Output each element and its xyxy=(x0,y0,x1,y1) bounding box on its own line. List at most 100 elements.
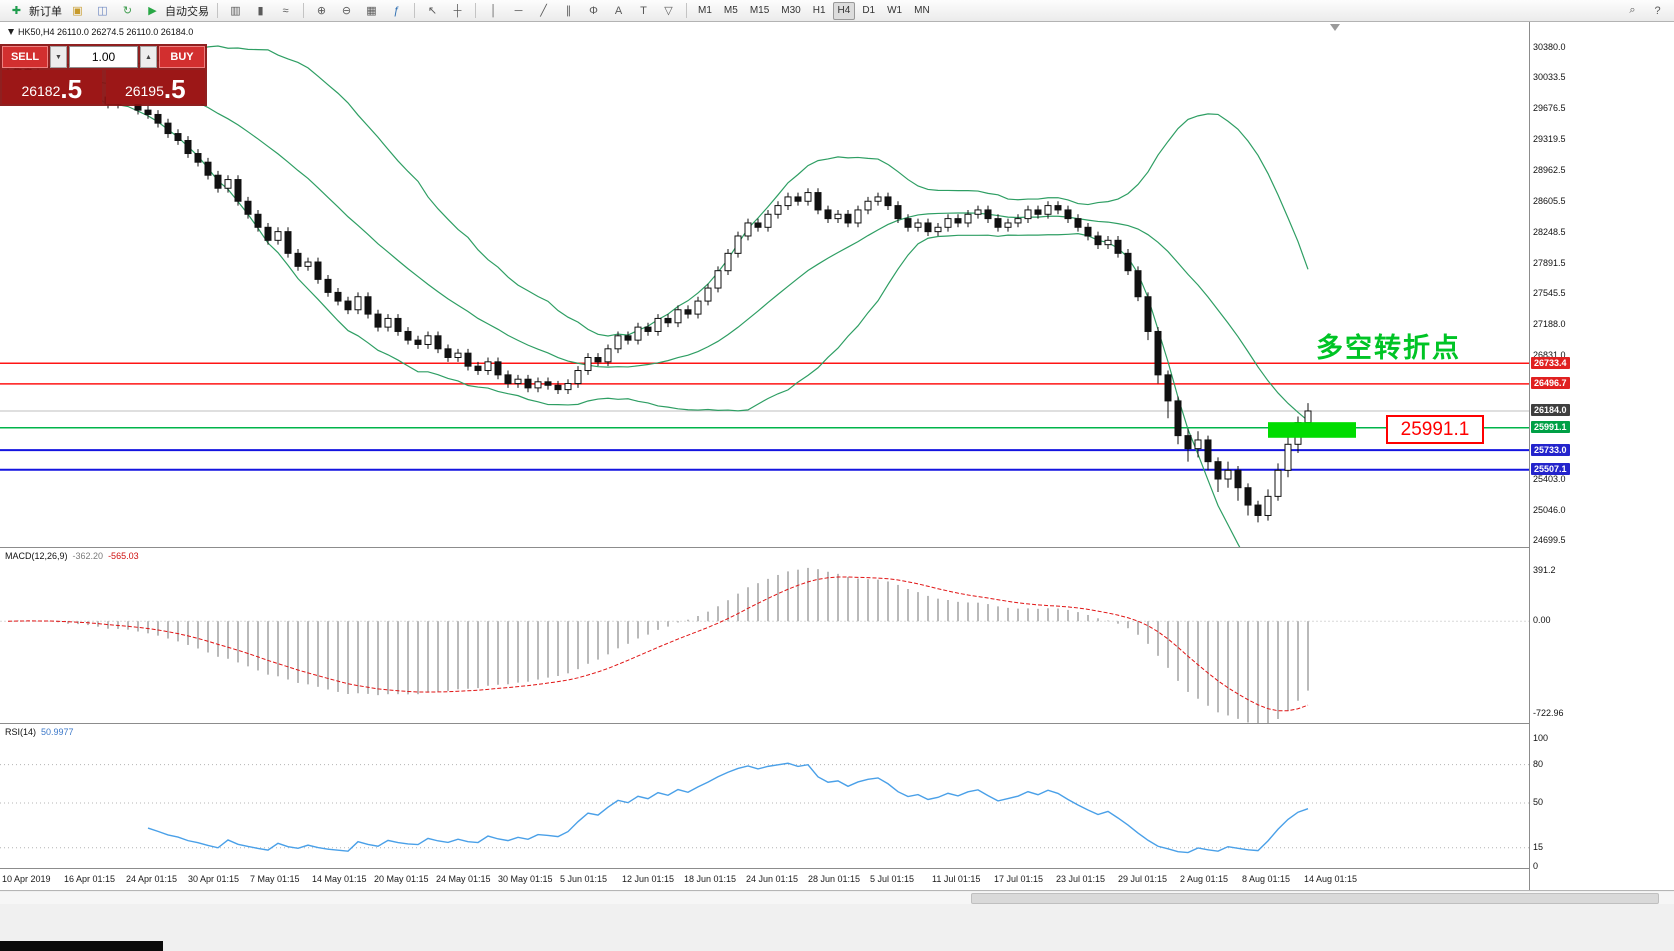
buy-price-pip: .5 xyxy=(163,74,186,104)
price-axis-label: 25046.0 xyxy=(1533,504,1566,515)
toolbar: ✚ 新订单 ▣ ◫ ↻ ▶ 自动交易 ▥ ▮ ≈ ⊕ ⊖ ▦ ƒ ↖ ┼ │ ─ ╱ ∥ Φ A T ▽ M1 M5 M15 M30 H… xyxy=(0,0,1674,22)
shapes-icon[interactable]: ▽ xyxy=(664,5,673,17)
trade-panel-controls: SELL ▼ ▲ BUY xyxy=(2,46,205,68)
volume-increase-button[interactable]: ▲ xyxy=(140,46,157,68)
price-axis-label: 27188.0 xyxy=(1533,318,1566,329)
price-chart-panel[interactable] xyxy=(0,22,1529,547)
macd-main-value: -362.20 xyxy=(72,551,104,561)
rsi-axis-label: 0 xyxy=(1533,861,1539,871)
rsi-name: RSI(14) xyxy=(5,727,37,737)
timeframe-m15-button[interactable]: M15 xyxy=(749,4,770,16)
time-axis-label: 18 Jun 01:15 xyxy=(684,874,737,884)
horizontal-scrollbar[interactable] xyxy=(0,892,1674,904)
fibonacci-icon[interactable]: Φ xyxy=(589,4,598,17)
symbol-marker-icon xyxy=(8,29,14,35)
macd-chart[interactable] xyxy=(0,548,1529,723)
chart-window-icon[interactable]: ▣ xyxy=(72,5,83,17)
price-axis-label: 28248.5 xyxy=(1533,226,1566,237)
horizontal-line-icon[interactable]: ─ xyxy=(514,4,523,17)
rsi-axis-label: 80 xyxy=(1533,758,1544,769)
rsi-chart[interactable] xyxy=(0,724,1529,868)
profiles-icon[interactable]: ◫ xyxy=(97,5,108,17)
price-level-label: 25507.1 xyxy=(1531,463,1570,476)
time-axis-label: 30 Apr 01:15 xyxy=(188,874,240,884)
macd-name: MACD(12,26,9) xyxy=(5,551,68,561)
time-axis-label: 14 Aug 01:15 xyxy=(1304,874,1358,884)
indicators-icon[interactable]: ƒ xyxy=(393,4,400,17)
symbol-info: HK50,H4 26110.0 26274.5 26110.0 26184.0 xyxy=(8,27,193,37)
price-level-label: 26496.7 xyxy=(1531,377,1570,390)
autotrading-icon[interactable]: ▶ xyxy=(148,5,157,17)
timeframe-m5-button[interactable]: M5 xyxy=(723,4,738,16)
time-axis-label: 16 Apr 01:15 xyxy=(64,874,116,884)
buy-price-display[interactable]: 26195 .5 xyxy=(105,70,205,104)
macd-axis-label: -722.96 xyxy=(1533,707,1564,718)
candlestick-chart-icon[interactable]: ▮ xyxy=(257,5,264,17)
timeframe-h1-button[interactable]: H1 xyxy=(812,4,826,16)
price-chart[interactable] xyxy=(0,22,1529,547)
timeframe-d1-button[interactable]: D1 xyxy=(862,4,876,16)
zoom-in-icon[interactable]: ⊕ xyxy=(316,5,327,17)
macd-signal-value: -565.03 xyxy=(108,551,139,561)
time-axis-label: 29 Jul 01:15 xyxy=(1118,874,1168,884)
macd-panel[interactable] xyxy=(0,547,1529,723)
text-icon[interactable]: A xyxy=(614,4,623,17)
price-axis-label: 28605.5 xyxy=(1533,195,1566,206)
toolbar-separator xyxy=(475,3,476,18)
price-level-label: 26184.0 xyxy=(1531,404,1570,417)
macd-indicator-label: MACD(12,26,9) -362.20 -565.03 xyxy=(5,551,139,561)
refresh-icon[interactable]: ↻ xyxy=(122,5,133,17)
vertical-line-icon[interactable]: │ xyxy=(490,4,497,17)
timeframe-h4-button[interactable]: H4 xyxy=(832,1,856,20)
line-chart-icon[interactable]: ≈ xyxy=(282,4,289,17)
timeframe-w1-button[interactable]: W1 xyxy=(887,4,903,16)
time-axis-label: 23 Jul 01:15 xyxy=(1056,874,1106,884)
crosshair-icon[interactable]: ┼ xyxy=(453,4,462,17)
chart-shift-marker[interactable] xyxy=(1330,24,1340,31)
cursor-icon[interactable]: ↖ xyxy=(427,5,438,17)
price-level-label: 26733.4 xyxy=(1531,356,1570,369)
tile-windows-icon[interactable]: ▦ xyxy=(366,5,377,17)
toolbar-separator xyxy=(217,3,218,18)
price-axis-label: 27545.5 xyxy=(1533,287,1566,298)
search-icon[interactable]: ⌕ xyxy=(1629,4,1636,16)
sell-button[interactable]: SELL xyxy=(2,46,48,68)
time-axis-label: 2 Aug 01:15 xyxy=(1180,874,1229,884)
timeframe-mn-button[interactable]: MN xyxy=(914,4,930,16)
rsi-panel[interactable] xyxy=(0,723,1529,868)
timeframe-m30-button[interactable]: M30 xyxy=(781,4,801,16)
price-level-label: 25991.1 xyxy=(1531,421,1570,434)
time-axis-label: 7 May 01:15 xyxy=(250,874,300,884)
price-axis[interactable]: 30380.0 30033.5 29676.5 29319.5 28962.5 28605… xyxy=(1529,22,1674,890)
buy-button[interactable]: BUY xyxy=(159,46,205,68)
label-icon[interactable]: T xyxy=(640,4,647,17)
scrollbar-thumb[interactable] xyxy=(970,893,1660,904)
rsi-axis-label: 15 xyxy=(1533,841,1544,852)
price-axis-label: 24699.5 xyxy=(1533,534,1566,545)
sell-price-display[interactable]: 26182 .5 xyxy=(2,70,102,104)
chart-annotation-text: 多空转折点 xyxy=(1316,333,1461,363)
price-axis-label: 28962.5 xyxy=(1533,164,1566,175)
time-axis-label: 30 May 01:15 xyxy=(498,874,553,884)
time-axis-label: 5 Jul 01:15 xyxy=(870,874,915,884)
channel-icon[interactable]: ∥ xyxy=(565,5,572,17)
volume-input[interactable] xyxy=(69,46,138,68)
zoom-out-icon[interactable]: ⊖ xyxy=(341,5,352,17)
price-level-label: 25733.0 xyxy=(1531,443,1570,456)
volume-decrease-button[interactable]: ▼ xyxy=(50,46,67,68)
time-axis-label: 14 May 01:15 xyxy=(312,874,367,884)
timeframe-m1-button[interactable]: M1 xyxy=(698,4,712,16)
bar-chart-icon[interactable]: ▥ xyxy=(230,5,241,17)
toolbar-separator xyxy=(686,3,687,18)
time-axis[interactable]: 10 Apr 2019 16 Apr 01:15 24 Apr 01:15 30 Ap… xyxy=(0,868,1529,890)
sell-price-pip: .5 xyxy=(60,74,83,104)
help-icon[interactable]: ? xyxy=(1654,4,1661,17)
new-order-icon[interactable]: ✚ xyxy=(11,5,22,17)
trade-panel-prices: 26182 .5 26195 .5 xyxy=(2,70,205,104)
price-axis-label: 30033.5 xyxy=(1533,71,1566,82)
trendline-icon[interactable]: ╱ xyxy=(540,5,547,17)
buy-price-main: 26195 xyxy=(124,83,164,99)
price-axis-label: 29319.5 xyxy=(1533,133,1566,144)
new-order-label: 新订单 xyxy=(29,5,62,18)
macd-axis-label: 0.00 xyxy=(1533,615,1551,626)
